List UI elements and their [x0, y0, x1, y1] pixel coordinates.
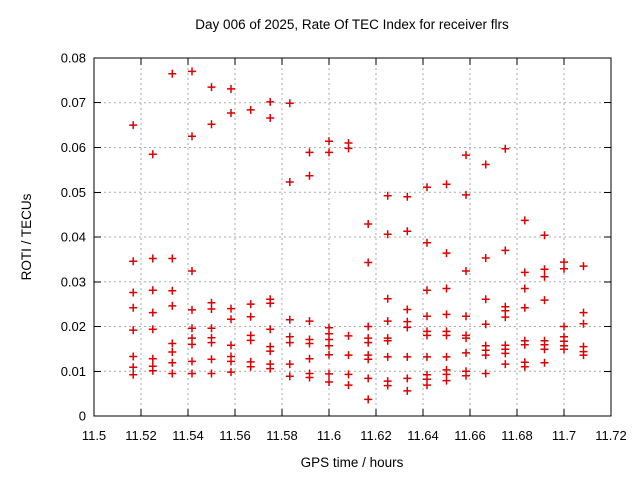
plot-area: 11.5 11.52 11.54 11.56 11.58 11.6 11.62 11.64 11… [61, 51, 627, 444]
y-axis-label: ROTI / TECUs [19, 193, 34, 280]
x-tick-label: 11.58 [266, 428, 298, 443]
x-tick-label: 11.62 [360, 428, 392, 443]
x-axis-label: GPS time / hours [301, 455, 404, 470]
y-tick-label: 0.04 [61, 230, 86, 245]
x-tick-label: 11.6 [317, 428, 341, 443]
y-tick-label: 0.06 [61, 140, 86, 155]
x-tick-label: 11.64 [407, 428, 439, 443]
y-tick-label: 0.01 [61, 364, 86, 379]
x-tick-label: 11.66 [454, 428, 486, 443]
x-tick-label: 11.5 [82, 428, 106, 443]
x-tick-label: 11.68 [501, 428, 533, 443]
chart-title: Day 006 of 2025, Rate Of TEC Index for r… [195, 17, 509, 32]
y-tick-label: 0.03 [61, 274, 86, 289]
x-tick-label: 11.52 [125, 428, 157, 443]
y-tick-label: 0.07 [61, 95, 86, 110]
x-tick-label: 11.7 [552, 428, 576, 443]
y-tick-label: 0.05 [61, 185, 86, 200]
y-tick-label: 0.08 [61, 51, 86, 66]
x-tick-label: 11.54 [172, 428, 204, 443]
y-tick-label: 0 [79, 409, 86, 424]
data-points-roti [129, 67, 588, 404]
x-tick-label: 11.72 [595, 428, 627, 443]
x-tick-label: 11.56 [219, 428, 251, 443]
plot-border [93, 57, 612, 417]
y-tick-label: 0.02 [61, 319, 86, 334]
